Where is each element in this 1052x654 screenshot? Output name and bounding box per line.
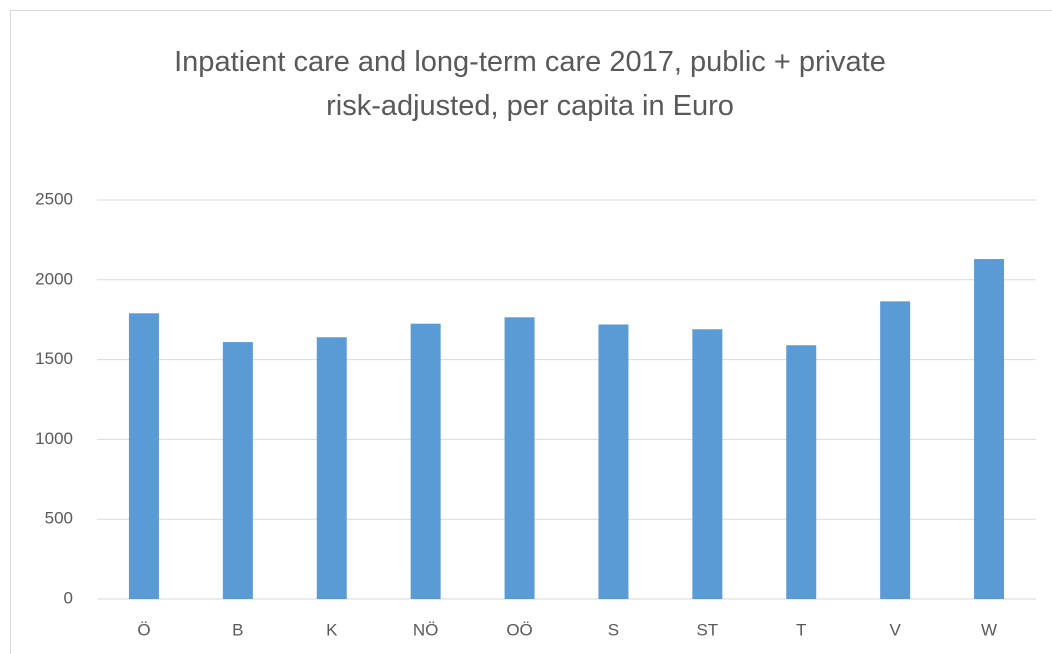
- chart-border: [10, 10, 1052, 654]
- x-tick-label: V: [889, 620, 901, 639]
- bar: [598, 324, 629, 599]
- y-tick-label: 2000: [35, 269, 73, 288]
- x-tick-label: Ö: [137, 620, 150, 639]
- x-tick-label: T: [796, 620, 806, 639]
- y-tick-label: 500: [45, 509, 73, 528]
- y-tick-label: 2500: [35, 189, 73, 208]
- x-tick-label: K: [326, 620, 338, 639]
- bar: [880, 301, 911, 599]
- bar: [974, 259, 1005, 599]
- title-block: Inpatient care and long-term care 2017, …: [150, 40, 910, 128]
- bar: [504, 317, 535, 599]
- bar: [692, 329, 723, 599]
- bar: [128, 313, 159, 599]
- x-tick-label: ST: [696, 620, 718, 639]
- y-tick-label: 0: [64, 588, 73, 607]
- bar: [786, 345, 817, 599]
- y-tick-label: 1500: [35, 349, 73, 368]
- bar: [222, 342, 253, 599]
- x-tick-label: OÖ: [506, 620, 532, 639]
- bar: [316, 337, 347, 599]
- x-tick-label: NÖ: [413, 620, 439, 639]
- x-tick-label: S: [608, 620, 619, 639]
- y-tick-label: 1000: [35, 429, 73, 448]
- chart-title: Inpatient care and long-term care 2017, …: [174, 46, 886, 78]
- bar: [410, 323, 441, 599]
- x-tick-label: B: [232, 620, 243, 639]
- x-tick-label: W: [981, 620, 997, 639]
- chart-subtitle: risk-adjusted, per capita in Euro: [326, 90, 734, 122]
